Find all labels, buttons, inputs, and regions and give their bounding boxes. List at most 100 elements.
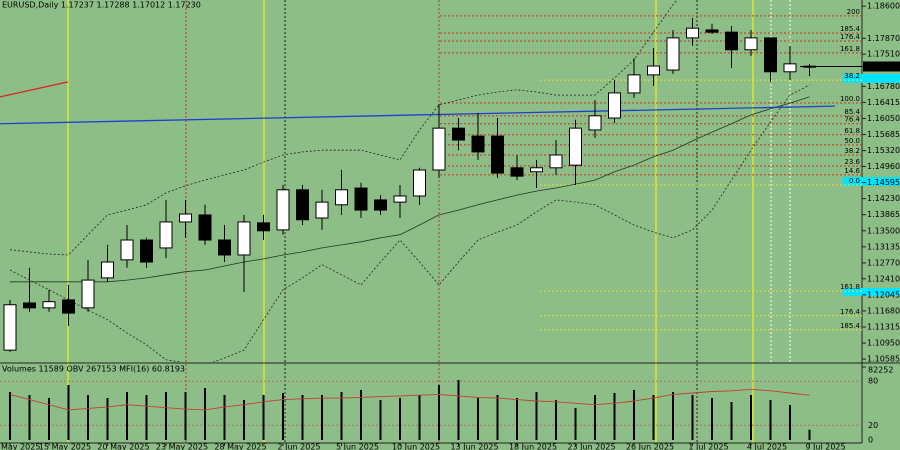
candle-body <box>296 189 309 221</box>
candle-body <box>471 135 485 153</box>
y-tick-label: 1.12770 <box>867 258 900 267</box>
candle-body <box>549 154 563 169</box>
x-tick-label: May 2025 <box>1 443 40 450</box>
y-tick-label: 1.13135 <box>867 242 900 251</box>
candle-body <box>335 189 348 206</box>
candle-body <box>432 127 446 171</box>
candle-body <box>315 201 329 219</box>
price-panel: 200185.4176.4161.838.2100.085.476.461.85… <box>0 0 862 362</box>
x-tick-label: 2 Jun 2025 <box>277 443 320 450</box>
candle-body <box>237 221 251 256</box>
candle-body <box>413 169 426 197</box>
y-tick-label: 1.14230 <box>867 194 900 203</box>
candle-body <box>627 74 641 94</box>
x-tick-label: 10 Jun 2025 <box>392 443 440 450</box>
y-tick-label: 1.18600 <box>867 2 900 11</box>
y-tick-label: 1.16415 <box>867 98 900 107</box>
y-tick-label: 1.13500 <box>867 226 900 235</box>
level-label: 76.4 <box>844 116 860 124</box>
highlight-box <box>843 74 900 83</box>
y-tick-label: 1.10950 <box>867 339 900 348</box>
x-tick-label: 13 Jun 2025 <box>450 443 498 450</box>
indicator-header: Volumes 11589 OBV 267153 MFI(16) 60.8193 <box>2 365 185 374</box>
candle-body <box>23 302 36 309</box>
candle-body <box>354 187 368 211</box>
candle-body <box>276 189 290 231</box>
volume-tick-label: 82252 <box>868 366 893 375</box>
current-price-label: 1.17230 <box>867 62 900 71</box>
candle-body <box>42 301 56 309</box>
y-tick-label: 1.11315 <box>867 322 900 331</box>
level-label: 100.0 <box>840 95 860 103</box>
candle-body <box>179 213 192 223</box>
y-tick-label: 1.17870 <box>867 34 900 43</box>
candle-body <box>510 167 524 177</box>
candle-body <box>452 127 465 141</box>
candle-body <box>101 261 114 279</box>
x-tick-label: 20 May 2025 <box>97 443 149 450</box>
y-tick-label: 1.15320 <box>867 146 900 155</box>
level-label: 185.4 <box>840 322 861 330</box>
level-label: 23.6 <box>844 158 860 166</box>
candle-body <box>744 37 758 51</box>
candle-body <box>764 37 777 73</box>
candle-body <box>725 31 738 51</box>
candle-body <box>666 37 680 71</box>
x-tick-label: 26 Jun 2025 <box>626 443 674 450</box>
y-tick-label: 1.10585 <box>867 355 900 364</box>
level-label: 14.6 <box>844 167 860 175</box>
candle-body <box>81 279 95 309</box>
y-tick-label: 1.11680 <box>867 306 900 315</box>
candle-body <box>159 221 173 249</box>
trendline <box>0 81 69 98</box>
y-tick-label: 1.14960 <box>867 162 900 171</box>
level-label: 161.8 <box>840 283 860 291</box>
y-tick-label: 1.17510 <box>867 50 900 59</box>
highlight-box <box>843 288 900 296</box>
chart-header: EURUSD,Daily 1.17237 1.17288 1.17012 1.1… <box>2 1 201 10</box>
highlight-box <box>843 177 900 186</box>
candle-body <box>588 115 602 131</box>
level-label: 85.4 <box>844 108 860 116</box>
y-tick-label: 1.12410 <box>867 274 900 283</box>
mfi-tick-label: 20 <box>868 421 878 430</box>
level-label: 200 <box>847 8 860 16</box>
mfi-tick-label: 0 <box>868 436 873 445</box>
y-tick-label: 1.16780 <box>867 82 900 91</box>
candle-body <box>3 304 17 351</box>
y-tick-label: 1.13865 <box>867 210 900 219</box>
candle-body <box>569 127 582 166</box>
x-tick-label: 28 May 2025 <box>214 443 266 450</box>
x-tick-label: 1 Jul 2025 <box>688 443 728 450</box>
indicator-line <box>10 96 810 283</box>
y-tick-label: 1.16050 <box>867 114 900 123</box>
candle-body <box>491 135 504 174</box>
candle-body <box>374 199 387 211</box>
y-tick-label: 1.15685 <box>867 130 900 139</box>
x-tick-label: 4 Jul 2025 <box>747 443 787 450</box>
x-tick-label: 23 May 2025 <box>156 443 208 450</box>
mfi-tick-label: 80 <box>868 377 878 386</box>
trendline <box>0 105 836 125</box>
indicator-panel: 80 20 0 82252 <box>0 366 893 445</box>
candle-body <box>140 239 153 263</box>
level-label: 50.0 <box>844 137 860 145</box>
level-label: 185.4 <box>840 25 861 33</box>
level-label: 176.4 <box>840 308 861 316</box>
candle-body <box>608 92 621 119</box>
indicator-line <box>9 84 810 362</box>
candle-body <box>120 239 134 261</box>
level-label: 161.8 <box>840 45 860 53</box>
candle-body <box>257 222 270 232</box>
y-tick-label: 1.12045 <box>867 290 900 299</box>
indicator-line <box>9 0 678 256</box>
x-tick-label: 9 Jul 2025 <box>805 443 845 450</box>
y-tick-label: 1.14595 <box>867 178 900 187</box>
candle-body <box>198 214 212 241</box>
candle-body <box>686 27 699 39</box>
candle-body <box>393 195 407 203</box>
